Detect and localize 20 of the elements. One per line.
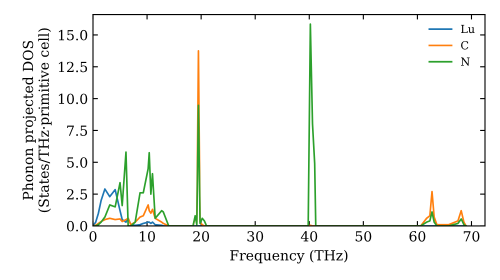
legend-label: C: [461, 41, 468, 50]
x-tick-label: 40: [300, 231, 318, 242]
x-axis-title: Frequency (THz): [230, 250, 348, 264]
y-tick-label: 15.0: [58, 30, 88, 40]
x-tick-label: 30: [247, 231, 264, 242]
x-tick-label: 70: [464, 231, 480, 242]
y-axis-title: Phonon projected DOS (States/THz·primitive cell): [22, 28, 52, 212]
legend-label: Lu: [461, 24, 475, 34]
x-tick-label: 20: [193, 231, 210, 242]
y-tick-label: 0.0: [66, 220, 88, 232]
x-tick-label: 0: [89, 231, 96, 242]
x-tick-label: 10: [140, 231, 155, 242]
legend-label: N: [461, 58, 470, 66]
y-tick-label: 2.5: [66, 189, 88, 200]
y-tick-label: 7.5: [67, 126, 88, 136]
x-tick-label: 50: [356, 231, 372, 242]
x-tick-label: 60: [410, 231, 426, 242]
y-tick-label: 12.5: [58, 62, 88, 72]
y-tick-label: 10.0: [58, 94, 88, 104]
y-tick-label: 5.0: [67, 157, 88, 168]
